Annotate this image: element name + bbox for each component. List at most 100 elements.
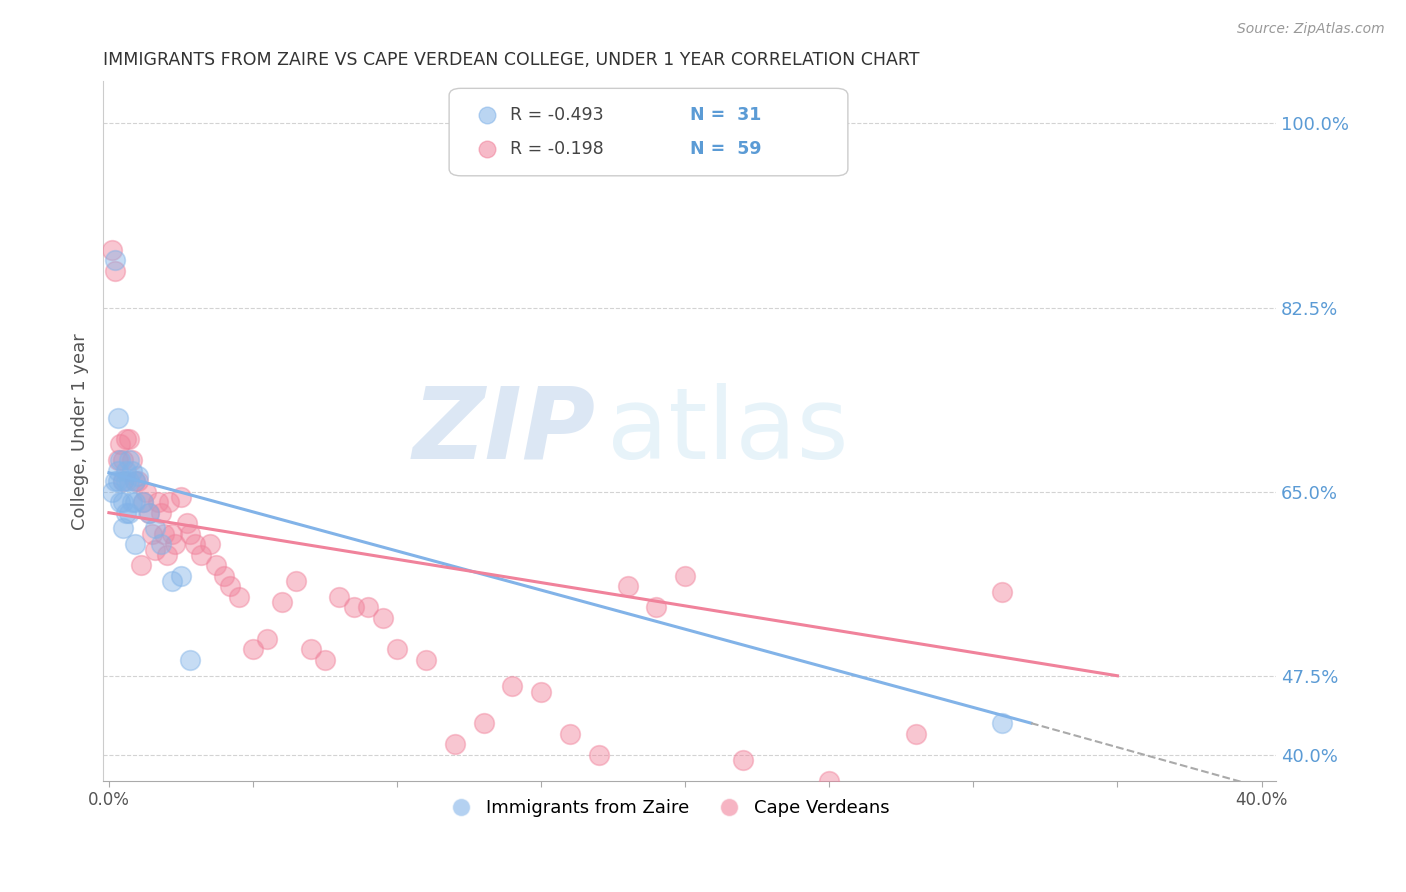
Point xyxy=(170,569,193,583)
Point xyxy=(558,726,581,740)
Point xyxy=(112,474,135,488)
Point xyxy=(343,600,366,615)
Point xyxy=(107,411,129,425)
Point xyxy=(385,642,408,657)
Point xyxy=(124,537,146,551)
Point xyxy=(179,526,201,541)
Point xyxy=(991,716,1014,731)
Point xyxy=(104,264,127,278)
Point xyxy=(270,595,292,609)
Point xyxy=(204,558,226,573)
Point xyxy=(141,526,163,541)
FancyBboxPatch shape xyxy=(449,88,848,176)
Point xyxy=(118,474,141,488)
Point xyxy=(112,521,135,535)
Point xyxy=(190,548,212,562)
Point xyxy=(149,506,172,520)
Point xyxy=(132,495,155,509)
Point xyxy=(124,474,146,488)
Text: R = -0.198: R = -0.198 xyxy=(510,140,603,158)
Point xyxy=(118,432,141,446)
Point xyxy=(904,726,927,740)
Point xyxy=(112,453,135,467)
Point xyxy=(121,495,143,509)
Point xyxy=(328,590,350,604)
Point xyxy=(212,569,235,583)
Point xyxy=(127,474,149,488)
Point xyxy=(124,495,146,509)
Point xyxy=(162,574,184,588)
Point xyxy=(107,464,129,478)
Point xyxy=(138,506,160,520)
Text: IMMIGRANTS FROM ZAIRE VS CAPE VERDEAN COLLEGE, UNDER 1 YEAR CORRELATION CHART: IMMIGRANTS FROM ZAIRE VS CAPE VERDEAN CO… xyxy=(103,51,920,69)
Point xyxy=(138,506,160,520)
Point xyxy=(118,453,141,467)
Point xyxy=(588,747,610,762)
Point xyxy=(170,490,193,504)
Point xyxy=(112,495,135,509)
Point xyxy=(143,521,166,535)
Point xyxy=(155,548,177,562)
Point xyxy=(129,558,152,573)
Point xyxy=(314,653,336,667)
Point xyxy=(115,506,138,520)
Point xyxy=(645,600,668,615)
Text: N =  59: N = 59 xyxy=(689,140,761,158)
Point xyxy=(110,453,132,467)
Point xyxy=(256,632,278,646)
Point xyxy=(501,679,523,693)
Point xyxy=(132,495,155,509)
Point xyxy=(104,253,127,268)
Point xyxy=(472,716,495,731)
Point xyxy=(731,753,754,767)
Point xyxy=(162,526,184,541)
Point xyxy=(115,474,138,488)
Point xyxy=(107,474,129,488)
Point xyxy=(228,590,250,604)
Point xyxy=(107,453,129,467)
Point xyxy=(143,542,166,557)
Point xyxy=(149,537,172,551)
Point xyxy=(100,484,122,499)
Point xyxy=(415,653,437,667)
Point xyxy=(146,495,169,509)
Point xyxy=(127,469,149,483)
Point xyxy=(530,684,553,698)
Text: N =  31: N = 31 xyxy=(689,106,761,124)
Point xyxy=(818,774,841,789)
Point xyxy=(104,474,127,488)
Point xyxy=(371,611,394,625)
Point xyxy=(991,584,1014,599)
Text: Source: ZipAtlas.com: Source: ZipAtlas.com xyxy=(1237,22,1385,37)
Point xyxy=(184,537,207,551)
Point xyxy=(242,642,264,657)
Y-axis label: College, Under 1 year: College, Under 1 year xyxy=(72,333,89,530)
Point xyxy=(112,474,135,488)
Point xyxy=(299,642,322,657)
Text: ZIP: ZIP xyxy=(413,383,596,480)
Point xyxy=(198,537,221,551)
Point xyxy=(616,579,638,593)
Point xyxy=(219,579,242,593)
Point xyxy=(176,516,198,531)
Text: R = -0.493: R = -0.493 xyxy=(510,106,603,124)
Point xyxy=(443,737,465,751)
Point xyxy=(673,569,696,583)
Point xyxy=(110,437,132,451)
Point xyxy=(124,474,146,488)
Point xyxy=(179,653,201,667)
Legend: Immigrants from Zaire, Cape Verdeans: Immigrants from Zaire, Cape Verdeans xyxy=(436,792,897,824)
Point xyxy=(110,495,132,509)
Point xyxy=(285,574,308,588)
Point xyxy=(115,464,138,478)
Point xyxy=(118,506,141,520)
Point xyxy=(152,526,174,541)
Point xyxy=(121,464,143,478)
Point xyxy=(157,495,180,509)
Point xyxy=(135,484,157,499)
Text: atlas: atlas xyxy=(607,383,849,480)
Point xyxy=(165,537,187,551)
Point xyxy=(100,243,122,257)
Point xyxy=(357,600,380,615)
Point xyxy=(121,453,143,467)
